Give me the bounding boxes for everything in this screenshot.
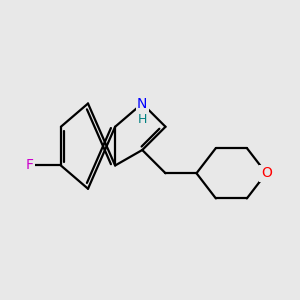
- Text: H: H: [138, 113, 147, 126]
- Text: O: O: [261, 166, 272, 180]
- Text: F: F: [26, 158, 34, 172]
- Text: N: N: [137, 97, 147, 110]
